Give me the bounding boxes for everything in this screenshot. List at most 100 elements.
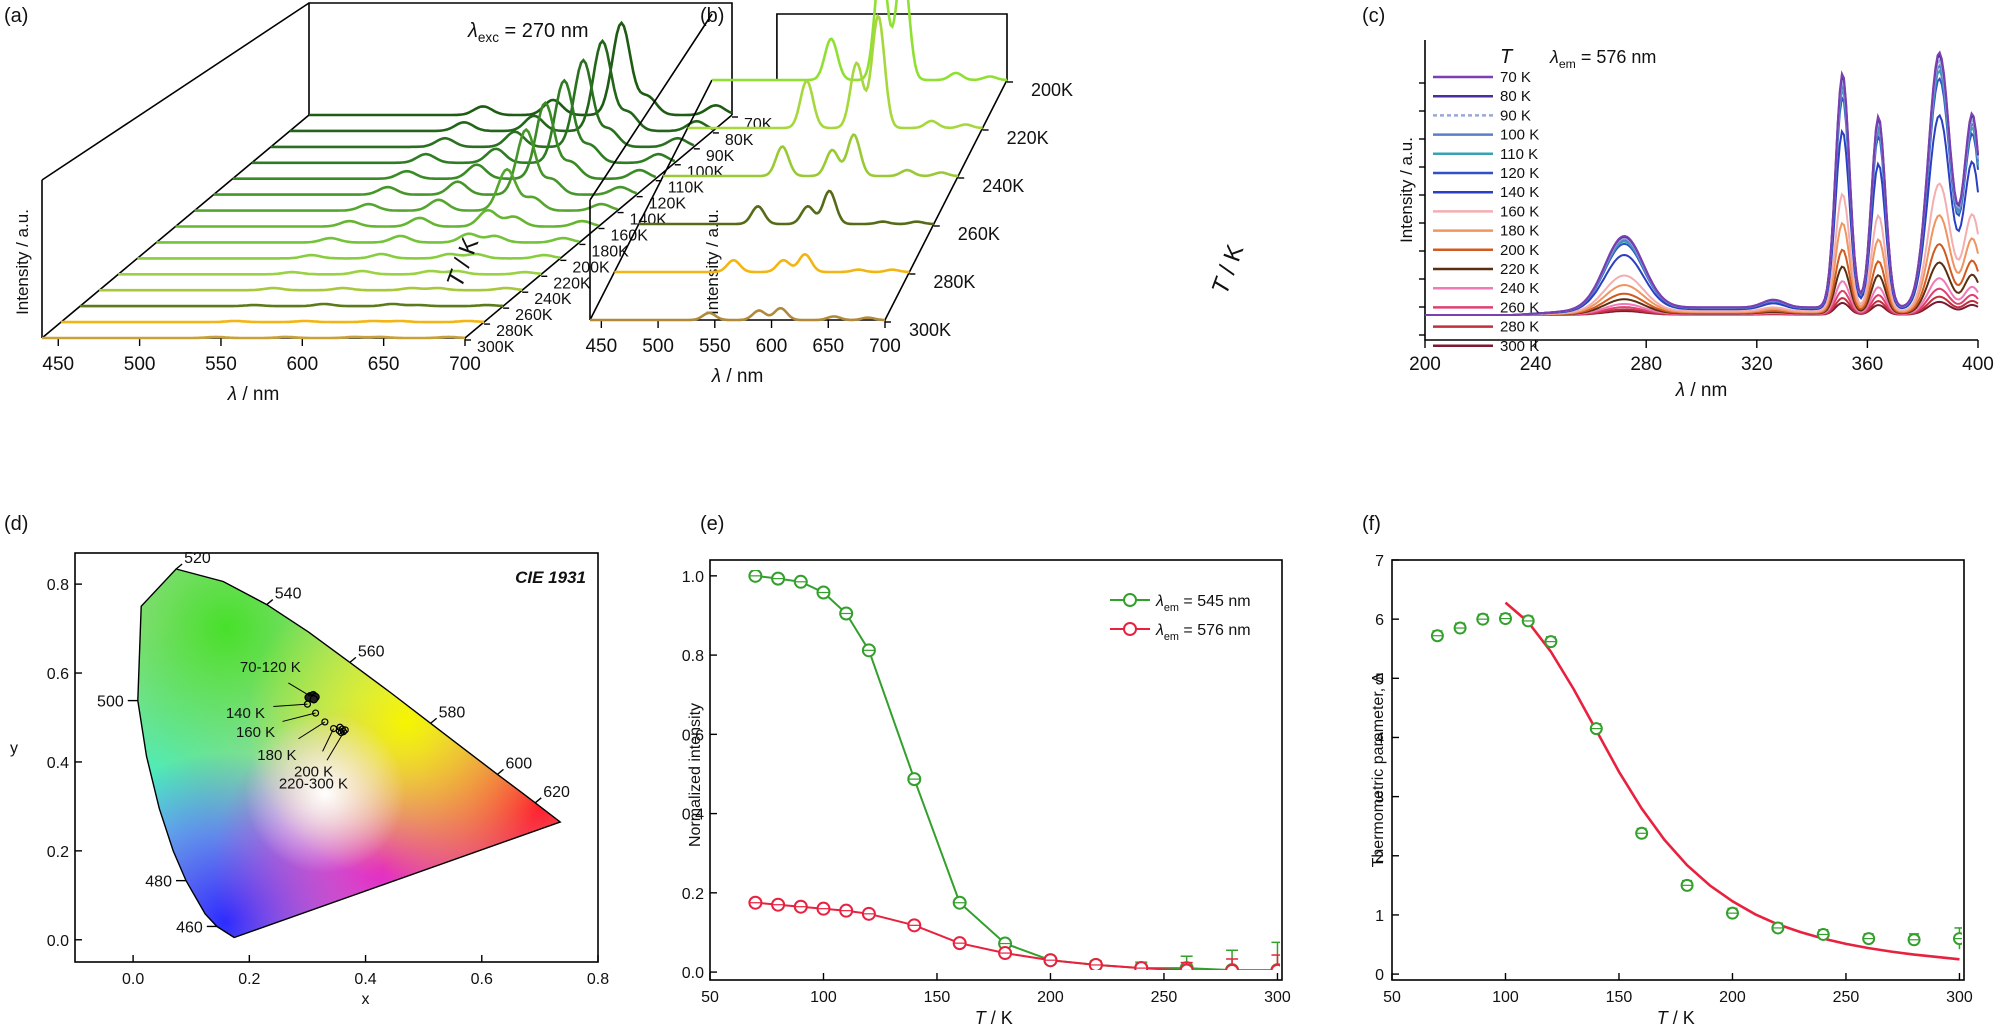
annotation-leader: [288, 682, 311, 697]
chromaticity-point: [336, 723, 344, 731]
y-tick-label: 3: [1375, 790, 1384, 807]
temperature-annotation: 180 K: [257, 747, 296, 764]
series-temperature-label: 260K: [515, 307, 553, 324]
spectral-locus: [137, 568, 562, 939]
x-axis-label: λ / nm: [227, 384, 280, 405]
y-axis-label: Thermometric parameter, Δ: [1370, 672, 1387, 867]
x-tick-label: 200: [1037, 989, 1064, 1006]
top-depth-edge: [589, 13, 713, 201]
series-temperature-label: 260K: [958, 224, 1000, 244]
axes-frame: [1391, 559, 1965, 981]
y-tick-label: 0.4: [682, 807, 704, 824]
legend-label: 120 K: [1500, 165, 1539, 182]
legend-label: 300 K: [1500, 338, 1539, 355]
legend-label: 80 K: [1500, 88, 1531, 105]
plot-area: [1430, 601, 1962, 961]
panel-e-normalized-intensity: 50 100 150 200 250 300 0.0 0.2 0.4 0.6 0.8 1.0 T / K…: [682, 559, 1291, 1025]
wavelength-tick: [349, 656, 357, 663]
y-axis-label: Normalized intensity: [687, 703, 704, 847]
x-tick-label: 250: [1151, 989, 1178, 1006]
x-tick-label: 100: [810, 989, 837, 1006]
x-tick-label: 700: [449, 354, 481, 375]
chromaticity-point: [321, 718, 329, 726]
wavelength-label: 540: [275, 586, 302, 603]
spectrum-line-300K: [42, 335, 466, 340]
spectrum-line-280K: [61, 319, 485, 324]
series-temperature-label: 140K: [630, 212, 668, 229]
series-temperature-label: 300K: [477, 339, 515, 356]
wavelength-label: 520: [184, 550, 211, 567]
x-tick-label: 200: [1719, 989, 1746, 1006]
spectrum-line-70K: [309, 20, 733, 117]
series-temperature-label: 200K: [572, 259, 610, 276]
legend-label: 180 K: [1500, 223, 1539, 240]
series-temperature-label: 180K: [591, 243, 629, 260]
legend-label: 200 K: [1500, 242, 1539, 259]
x-tick-label: 300: [1264, 989, 1291, 1006]
back-wall-box: [308, 2, 733, 115]
x-tick-label: 600: [286, 354, 318, 375]
top-depth-edge: [41, 2, 310, 181]
x-axis-label: λ / nm: [1675, 380, 1728, 401]
wavelength-label: 500: [97, 694, 124, 711]
x-axis-label: T / K: [975, 1008, 1013, 1025]
wavelength-label: 460: [176, 919, 203, 936]
series-temperature-label: 90K: [706, 148, 735, 165]
x-tick-label: 450: [585, 336, 617, 357]
y-tick-label: 0.8: [682, 648, 704, 665]
data-point: [1225, 963, 1240, 970]
spectrum-line-100K: [251, 78, 676, 165]
y-tick-label: 1.0: [682, 569, 704, 586]
x-axis-label: λ / nm: [711, 366, 764, 387]
y-tick-label: 0.2: [682, 886, 704, 903]
spectrum-line-200K: [137, 252, 561, 260]
legend-label: 140 K: [1500, 184, 1539, 201]
y-tick-label: 0.2: [47, 844, 69, 861]
y-tick-label: 5: [1375, 671, 1384, 688]
panel-f-thermometric-parameter: 50 100 150 200 250 300 0 1 2 3 4 5 6 7 T / K Thermometr…: [1370, 553, 1973, 1025]
series-temperature-label: 220K: [553, 275, 591, 292]
spectrum-line-90K: [270, 58, 695, 149]
gamut-color-gW: [137, 570, 561, 938]
series-temperature-label: 240K: [982, 176, 1024, 196]
legend-label: 90 K: [1500, 107, 1531, 124]
y-axis-label: Intensity / a.u.: [1397, 137, 1416, 243]
x-tick-label: 650: [812, 336, 844, 357]
x-tick-label: 50: [1383, 989, 1401, 1006]
x-tick-label: 150: [1606, 989, 1633, 1006]
y-axis-label: Intensity / a.u.: [703, 209, 722, 315]
z-axis-label: T / K: [1207, 241, 1250, 298]
data-point: [1179, 963, 1194, 970]
x-tick-label: 200: [1409, 354, 1441, 375]
x-tick-label: 250: [1833, 989, 1860, 1006]
legend-title: T: [1500, 46, 1514, 68]
spectrum-line-110K: [232, 101, 657, 180]
chromaticity-point: [311, 709, 320, 717]
wavelength-tick: [534, 797, 542, 804]
x-tick-label: 500: [642, 336, 674, 357]
x-tick-label: 0.2: [238, 971, 260, 988]
series-temperature-label: 220K: [1007, 128, 1049, 148]
x-tick-label: 550: [699, 336, 731, 357]
depth-axis-right: [884, 79, 1008, 321]
legend-label: 220 K: [1500, 261, 1539, 278]
spectrum-line-280K: [614, 252, 910, 274]
fit-curve: [1504, 601, 1960, 961]
wavelength-label: 580: [439, 704, 466, 721]
spectrum-line-140K: [194, 167, 618, 212]
annotation-emission: λem = 576 nm: [1549, 47, 1656, 71]
annotation-leader: [273, 703, 308, 708]
legend-label: λem = 545 nm: [1155, 593, 1251, 614]
series-temperature-label: 70K: [744, 116, 773, 133]
y-tick-label: 0.0: [47, 933, 69, 950]
panel-a-stacked-spectra: 450 500 550 600 650 700 λ / nm Intensity / a.u.…: [13, 2, 773, 405]
x-tick-label: 450: [42, 354, 74, 375]
legend-label: 160 K: [1500, 203, 1539, 220]
series-temperature-label: 300K: [909, 320, 951, 340]
annotation-leader: [282, 712, 316, 722]
temperature-annotation: 160 K: [236, 724, 275, 741]
temperature-annotation: 220-300 K: [279, 776, 348, 793]
legend-marker: [1123, 622, 1137, 636]
x-tick-label: 0.6: [471, 971, 493, 988]
